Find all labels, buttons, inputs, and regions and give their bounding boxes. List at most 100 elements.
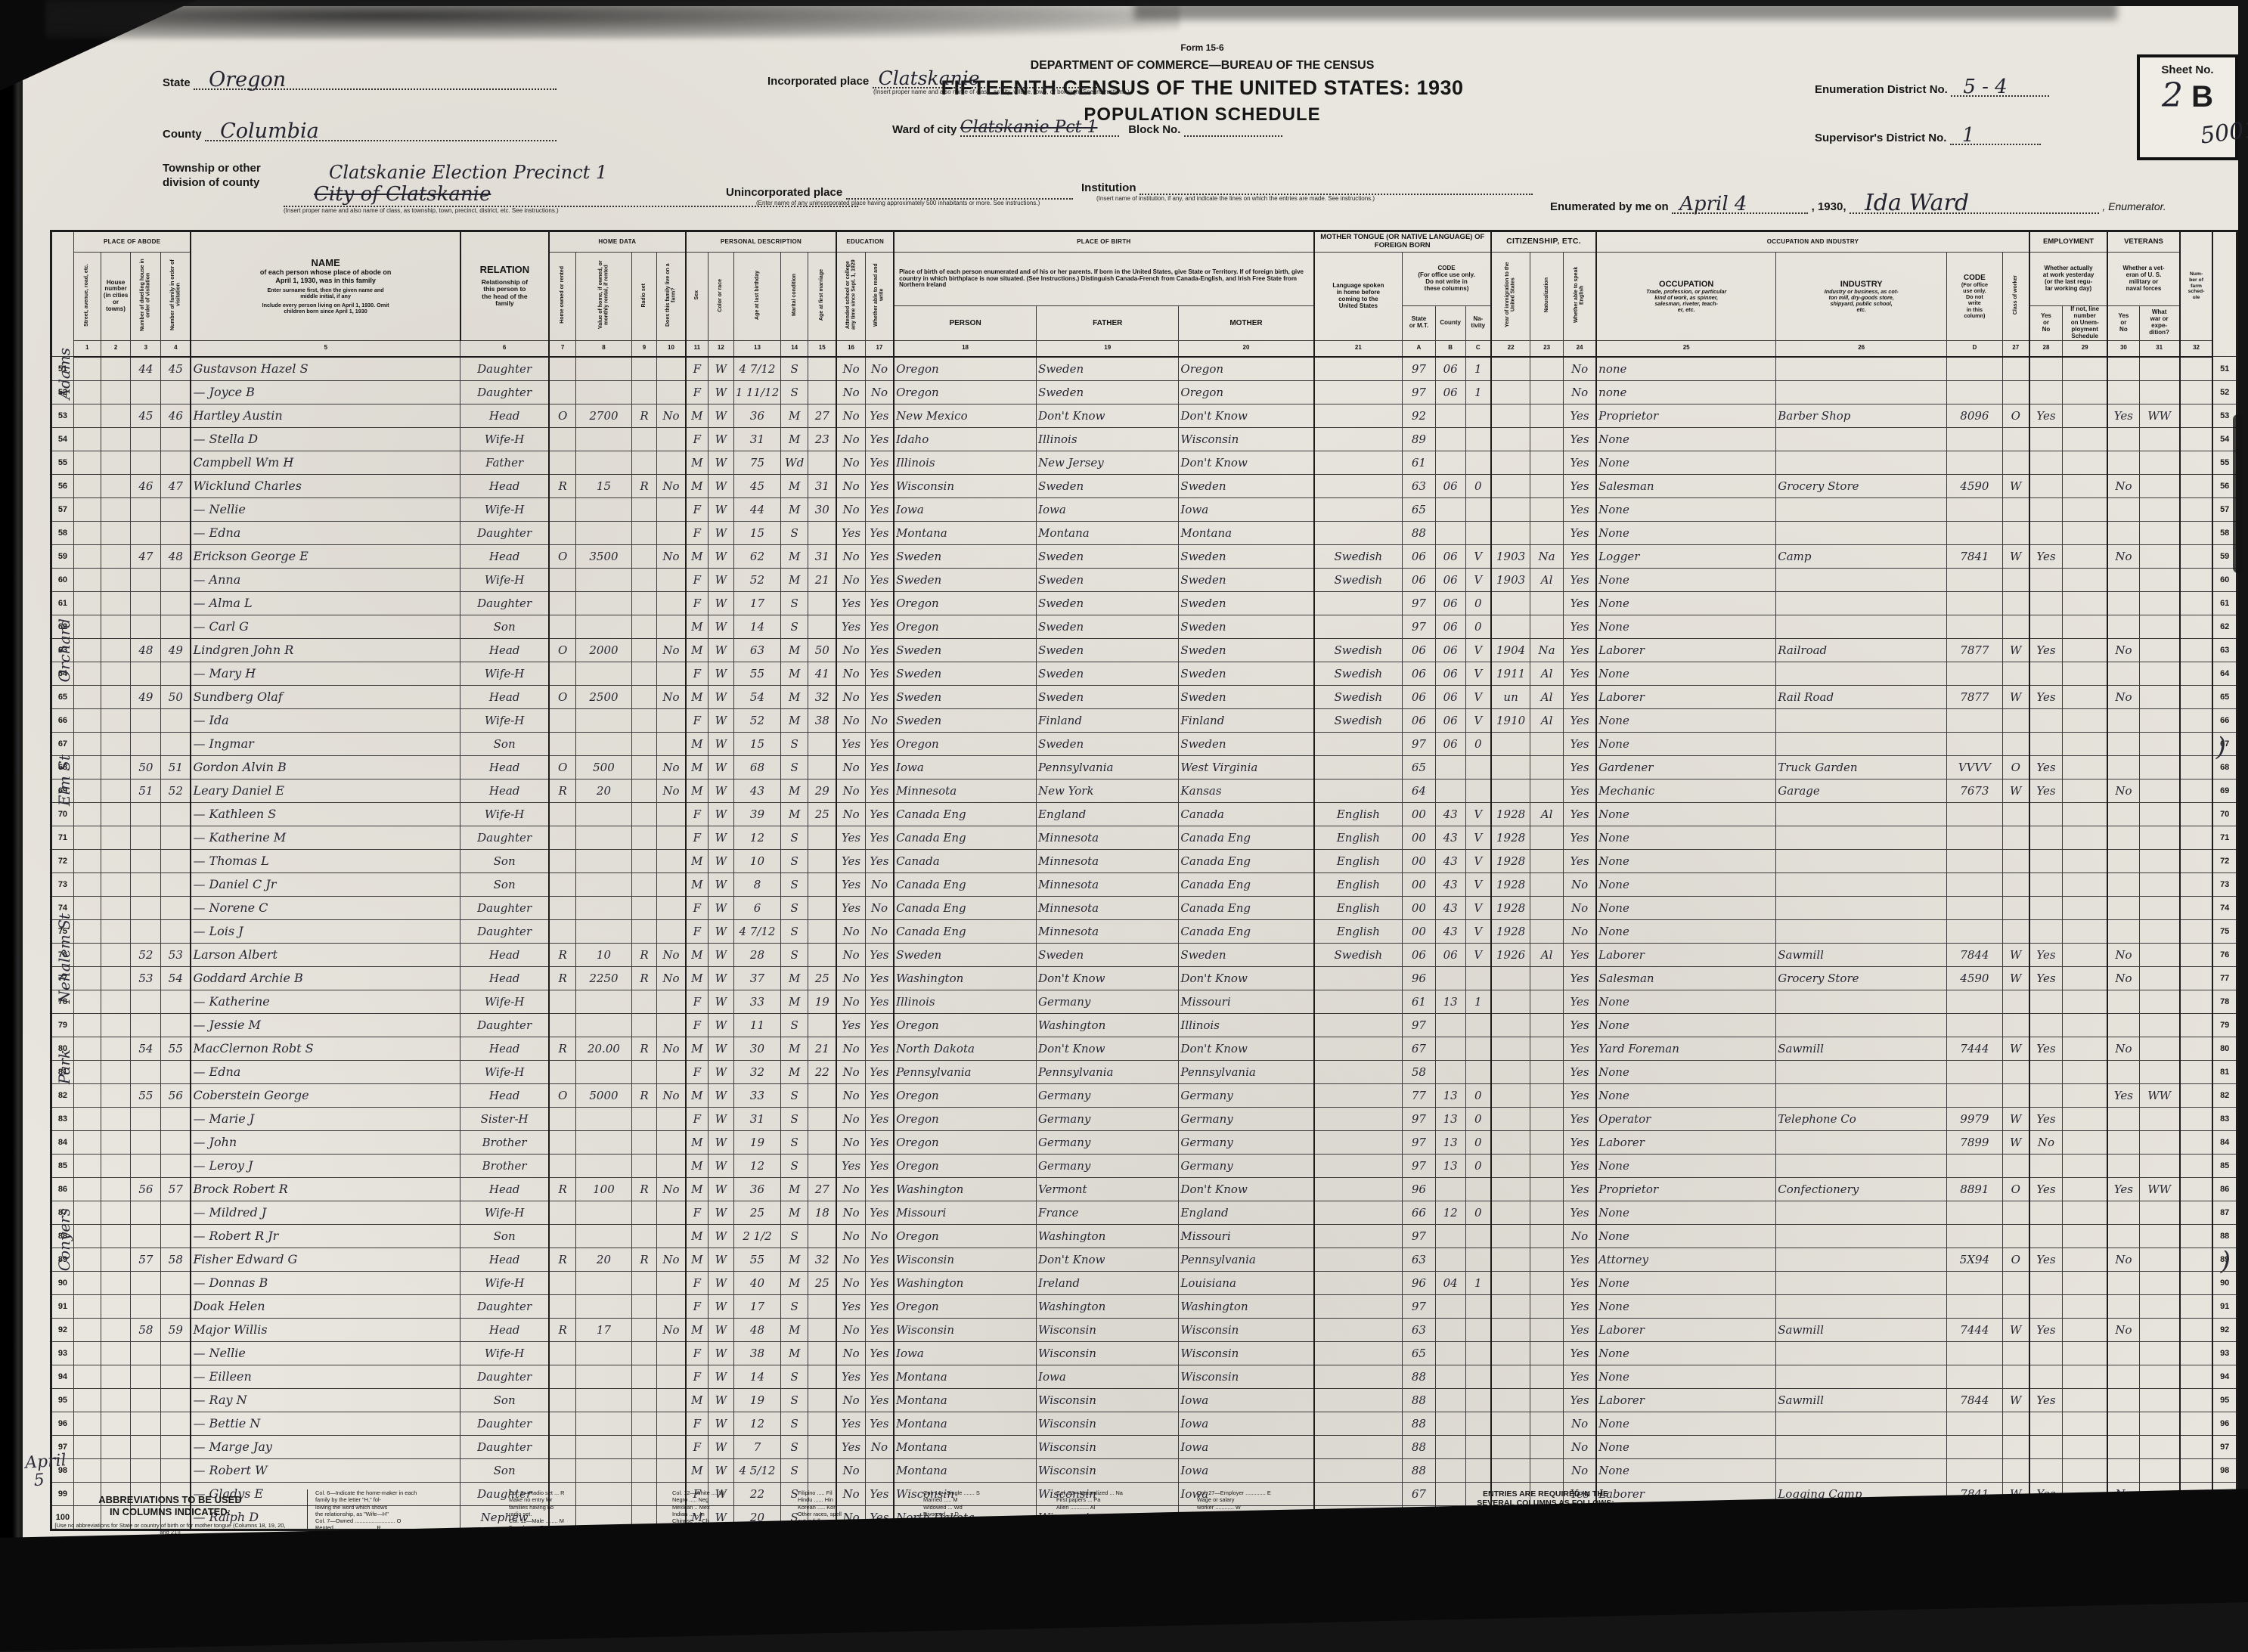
table-cell xyxy=(1946,1341,2003,1365)
table-cell xyxy=(1946,1458,2003,1483)
incorporated-field[interactable]: Incorporated place Clatskanie (Insert pr… xyxy=(767,65,1130,95)
enumeration-district-field[interactable]: Enumeration District No. 5 - 4 xyxy=(1815,73,2050,98)
table-cell xyxy=(631,755,658,780)
table-cell: 43 xyxy=(733,778,782,803)
table-cell xyxy=(100,1083,132,1108)
table-cell xyxy=(2138,1270,2181,1295)
table-cell xyxy=(2062,872,2108,897)
table-cell xyxy=(130,614,162,639)
institution-field[interactable]: Institution (Insert name of institution,… xyxy=(1081,181,1533,202)
table-cell xyxy=(1775,1270,1948,1295)
table-cell: Washington xyxy=(1036,1294,1180,1319)
table-cell xyxy=(2107,708,2140,733)
column-header: Whether a vet- eran of U. S. military or… xyxy=(2107,252,2181,306)
table-cell: 06 xyxy=(1434,684,1466,709)
table-cell: Yes xyxy=(2028,965,2064,990)
enumerated-field[interactable]: Enumerated by me on April 4 , 1930, Ida … xyxy=(1550,186,2166,216)
table-row: 64— Mary H Wife-H F W 55 M 41 No Yes Sweden Sweden… xyxy=(51,661,2238,686)
table-cell xyxy=(2062,1247,2108,1272)
table-cell xyxy=(2001,1270,2030,1295)
township-field[interactable]: Township or other division of county Clat… xyxy=(163,162,904,214)
table-cell xyxy=(2028,473,2064,498)
table-cell xyxy=(130,380,162,404)
table-cell xyxy=(73,872,101,897)
table-cell: O xyxy=(548,403,577,428)
line-number: 51 xyxy=(51,356,74,381)
table-cell xyxy=(1465,497,1492,522)
table-cell xyxy=(575,450,632,475)
table-cell xyxy=(160,614,191,639)
table-cell: Wife-H xyxy=(460,801,550,826)
table-cell: 50 xyxy=(130,755,162,780)
line-number: 70 xyxy=(2212,801,2238,826)
table-cell xyxy=(2178,778,2213,803)
column-header: FATHER xyxy=(1036,305,1180,341)
table-cell xyxy=(1490,1434,1531,1459)
table-cell xyxy=(1465,755,1492,780)
state-field[interactable]: State Oregon xyxy=(163,65,557,91)
table-cell xyxy=(100,1364,132,1389)
table-cell: 06 xyxy=(1434,590,1466,615)
table-cell xyxy=(1530,1083,1564,1108)
table-cell xyxy=(100,637,132,662)
table-cell: 14 xyxy=(733,1364,782,1389)
unincorporated-label: Unincorporated place xyxy=(726,186,843,199)
table-cell xyxy=(548,1458,577,1483)
table-cell xyxy=(656,708,687,733)
table-cell xyxy=(1465,1341,1492,1365)
table-cell xyxy=(2178,1341,2213,1365)
table-cell xyxy=(130,1481,162,1506)
table-cell xyxy=(631,426,658,451)
table-cell: M xyxy=(684,403,709,428)
table-cell xyxy=(1530,473,1564,498)
table-cell xyxy=(1434,1434,1466,1459)
table-cell xyxy=(1946,567,2003,592)
unincorporated-field[interactable]: Unincorporated place (Enter name of any … xyxy=(726,186,1073,206)
table-cell: 58 xyxy=(130,1317,162,1342)
table-cell: V xyxy=(1465,567,1492,592)
supervisor-district-field[interactable]: Supervisor's District No. 1 xyxy=(1815,121,2041,147)
table-cell xyxy=(2178,380,2213,404)
table-cell xyxy=(2062,1012,2108,1037)
table-cell xyxy=(631,989,658,1014)
line-number: 56 xyxy=(51,473,74,498)
table-cell: Sweden xyxy=(1036,590,1180,615)
table-cell: Montana xyxy=(893,1434,1037,1459)
column-header: 8 xyxy=(575,339,632,358)
table-cell: S xyxy=(780,1223,809,1248)
line-number: 66 xyxy=(2212,708,2238,733)
table-cell xyxy=(575,1153,632,1178)
table-cell xyxy=(73,1106,101,1131)
table-cell: None xyxy=(1595,450,1777,475)
table-cell: S xyxy=(780,356,809,381)
table-cell: Don't Know xyxy=(1036,403,1180,428)
table-cell xyxy=(1946,989,2003,1014)
block-value[interactable] xyxy=(1183,123,1282,137)
table-cell: 10 xyxy=(733,848,782,873)
table-cell: W xyxy=(707,497,734,522)
ward-field[interactable]: Ward of city Clatskanie Pct 1 Block No. xyxy=(892,116,1282,137)
table-cell: Yes xyxy=(1562,965,1597,990)
table-cell: Yes xyxy=(836,590,866,615)
table-cell: Montana xyxy=(893,1364,1037,1389)
table-cell xyxy=(2178,497,2213,522)
column-header: Marital condition xyxy=(780,252,809,341)
table-cell: Yes xyxy=(1562,1341,1597,1365)
column-number-row: 1 2 3 4 5 6 7 8 9 10 11 12 13 14 15 16 17 18 19 20 21 A B C 22 23… xyxy=(51,339,2237,358)
table-cell: No xyxy=(836,684,866,709)
table-cell xyxy=(1313,778,1403,803)
table-cell xyxy=(2001,919,2030,944)
table-cell xyxy=(1490,1270,1531,1295)
table-cell: Daughter xyxy=(460,1364,550,1389)
county-field[interactable]: County Columbia xyxy=(163,116,557,143)
table-cell: 06 xyxy=(1434,708,1466,733)
table-cell xyxy=(100,1505,132,1530)
table-cell: Montana xyxy=(1036,520,1180,545)
table-cell xyxy=(575,590,632,615)
column-header: 20 xyxy=(1178,339,1315,358)
table-row: 57— Nellie Wife-H F W 44 M 30 No Yes Iowa Iowa Iowa… xyxy=(51,497,2238,522)
table-cell xyxy=(2107,497,2140,522)
table-cell xyxy=(2062,942,2108,967)
table-cell: Germany xyxy=(1036,1153,1180,1178)
line-number: 69 xyxy=(2212,778,2238,803)
